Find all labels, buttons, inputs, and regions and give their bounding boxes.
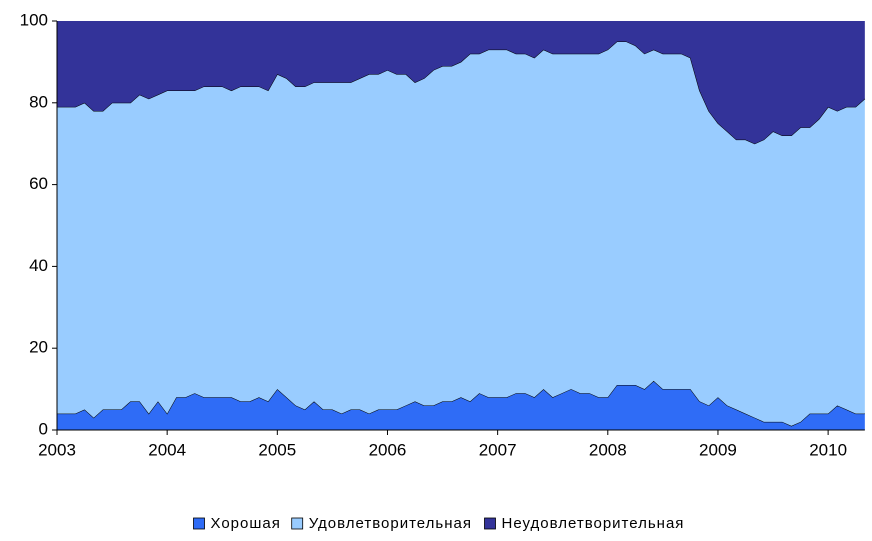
y-tick-label: 20 bbox=[29, 338, 48, 357]
x-tick-label: 2004 bbox=[148, 440, 186, 459]
x-tick-label: 2009 bbox=[699, 440, 737, 459]
x-tick-label: 2010 bbox=[809, 440, 847, 459]
legend-swatch bbox=[484, 517, 496, 530]
legend-label: Удовлетворительная bbox=[309, 515, 472, 532]
area bbox=[57, 41, 865, 426]
x-tick-label: 2008 bbox=[589, 440, 627, 459]
x-tick-label: 2005 bbox=[258, 440, 296, 459]
y-tick-label: 60 bbox=[29, 174, 48, 193]
x-tick-label: 2003 bbox=[38, 440, 76, 459]
area bbox=[57, 21, 865, 144]
legend-label: Хорошая bbox=[211, 515, 281, 532]
y-tick-label: 40 bbox=[29, 256, 48, 275]
legend-swatch bbox=[291, 517, 304, 530]
legend-label: Неудовлетворительная bbox=[502, 515, 685, 532]
x-tick-label: 2006 bbox=[369, 440, 407, 459]
y-tick-label: 100 bbox=[20, 10, 48, 29]
x-tick-label: 2007 bbox=[479, 440, 517, 459]
legend-swatch bbox=[193, 517, 205, 530]
y-tick-label: 80 bbox=[29, 92, 48, 111]
y-tick-label: 0 bbox=[39, 419, 48, 438]
area bbox=[57, 380, 865, 430]
